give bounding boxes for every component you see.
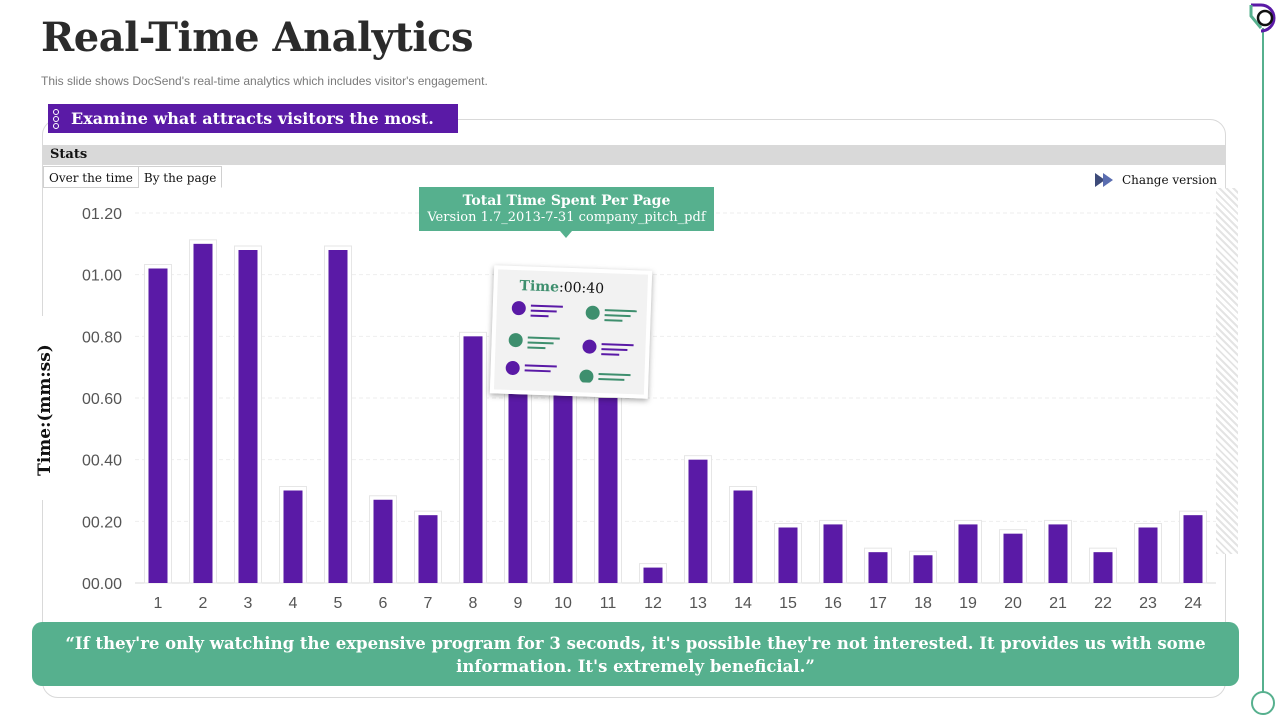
y-tick-label: 01.00 <box>82 268 122 285</box>
x-tick-label: 16 <box>824 595 842 612</box>
x-tick-label: 6 <box>379 595 388 612</box>
x-tick-label: 17 <box>869 595 887 612</box>
bar <box>643 567 663 583</box>
bar <box>148 268 168 583</box>
tab-by-the-page[interactable]: By the page <box>138 166 223 188</box>
x-tick-label: 19 <box>959 595 977 612</box>
tooltip-title: Total Time Spent Per Page <box>462 193 671 209</box>
x-tick-label: 23 <box>1139 595 1157 612</box>
y-tick-label: 01.20 <box>82 206 122 223</box>
bar <box>1093 552 1113 583</box>
bar <box>1048 524 1068 583</box>
fast-forward-icon <box>1095 173 1113 187</box>
x-tick-label: 9 <box>514 595 523 612</box>
change-version-label: Change version <box>1122 173 1217 187</box>
bar <box>958 524 978 583</box>
x-tick-label: 12 <box>644 595 662 612</box>
x-tick-label: 15 <box>779 595 797 612</box>
x-tick-label: 7 <box>424 595 433 612</box>
x-tick-label: 8 <box>469 595 478 612</box>
change-version-button[interactable]: Change version <box>1094 170 1217 190</box>
bar <box>733 490 753 583</box>
time-card: Time:00:40 <box>489 265 653 399</box>
x-tick-label: 1 <box>154 595 163 612</box>
x-tick-label: 24 <box>1184 595 1202 612</box>
decorative-circle-icon <box>1251 691 1275 715</box>
bar <box>553 391 573 583</box>
banner-text: Examine what attracts visitors the most. <box>71 109 434 128</box>
x-tick-label: 14 <box>734 595 752 612</box>
y-tick-label: 00.00 <box>82 576 122 593</box>
decorative-vertical-line <box>1262 28 1264 696</box>
view-tabs: Over the time By the page <box>43 166 223 188</box>
banner-dots-icon <box>53 109 59 129</box>
bar <box>598 398 618 583</box>
bar <box>688 459 708 583</box>
x-tick-label: 20 <box>1004 595 1022 612</box>
bar <box>778 527 798 583</box>
x-tick-label: 11 <box>600 595 617 612</box>
bar <box>823 524 843 583</box>
y-tick-label: 00.20 <box>82 514 122 531</box>
bar <box>328 250 348 583</box>
x-tick-label: 10 <box>554 595 572 612</box>
y-tick-label: 00.60 <box>82 391 122 408</box>
bar <box>238 250 258 583</box>
bar <box>283 490 303 583</box>
x-tick-label: 18 <box>914 595 932 612</box>
stats-header: Stats <box>42 145 1226 165</box>
bar <box>193 243 213 584</box>
x-tick-label: 13 <box>689 595 707 612</box>
bar <box>913 555 933 583</box>
scrollbar-track[interactable] <box>1216 188 1238 554</box>
chart-tooltip: Total Time Spent Per Page Version 1.7_20… <box>419 187 714 238</box>
bar <box>418 515 438 583</box>
visitor-list-icon <box>505 301 637 384</box>
x-tick-label: 21 <box>1049 595 1067 612</box>
slide-title: Real-Time Analytics <box>41 14 473 61</box>
quote-callout: “If they're only watching the expensive … <box>32 622 1239 686</box>
x-tick-label: 5 <box>334 595 343 612</box>
x-tick-label: 3 <box>244 595 253 612</box>
bar <box>1183 515 1203 583</box>
y-tick-label: 00.40 <box>82 453 122 470</box>
bar <box>1003 533 1023 583</box>
brand-logo-icon <box>1249 3 1276 33</box>
tooltip-subtitle: Version 1.7_2013-7-31 company_pitch_pdf <box>427 210 706 225</box>
slide-subtitle: This slide shows DocSend's real-time ana… <box>41 74 488 88</box>
y-axis-label: Time:(mm:ss) <box>35 344 55 476</box>
bar <box>508 385 528 583</box>
bar <box>868 552 888 583</box>
tab-over-the-time[interactable]: Over the time <box>43 166 139 188</box>
panel-border-gap <box>40 316 44 500</box>
x-tick-label: 22 <box>1094 595 1112 612</box>
section-banner: Examine what attracts visitors the most. <box>48 104 458 133</box>
x-tick-label: 4 <box>289 595 298 612</box>
bar <box>373 499 393 583</box>
y-tick-label: 00.80 <box>82 329 122 346</box>
bar <box>1138 527 1158 583</box>
bar <box>463 336 483 583</box>
x-tick-label: 2 <box>199 595 208 612</box>
